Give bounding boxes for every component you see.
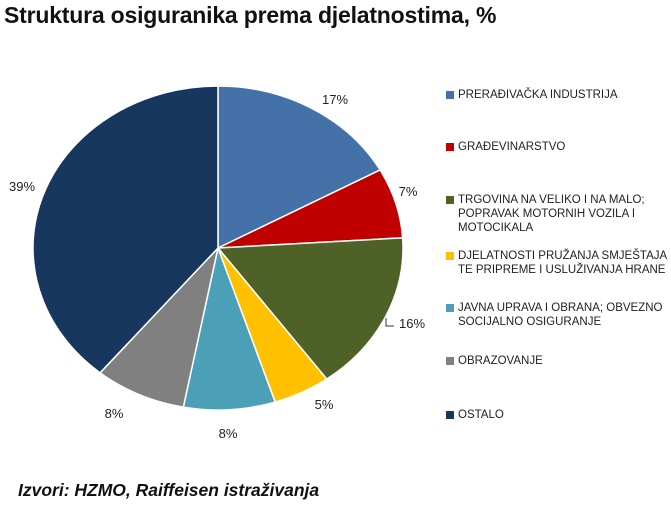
legend-label: JAVNA UPRAVA I OBRANA; OBVEZNO SOCIJALNO… (458, 302, 663, 328)
source-note: Izvori: HZMO, Raiffeisen istraživanja (18, 480, 320, 500)
legend-swatch (446, 252, 454, 260)
pie-slice-5 (182, 245, 277, 411)
legend-swatch (446, 357, 454, 365)
slice-value-label-3: 16% (399, 316, 425, 331)
slice-value-label-5: 8% (219, 426, 238, 441)
pie-slice-6 (98, 245, 220, 408)
legend-label: DJELATNOSTI PRUŽANJA SMJEŠTAJA TE PRIPRE… (458, 250, 667, 276)
slice-value-label-7: 39% (9, 179, 35, 194)
slice-value-label-6: 8% (105, 406, 124, 421)
chart-title: Struktura osiguranika prema djelatnostim… (4, 2, 497, 28)
label-leader-line (385, 318, 394, 327)
legend-label: OSTALO (458, 409, 504, 421)
legend-swatch (446, 196, 454, 204)
pie-slice-7 (32, 85, 219, 374)
legend-swatch (446, 411, 454, 419)
slice-value-label-1: 17% (322, 92, 348, 107)
legend-swatch (446, 143, 454, 151)
legend-swatch (446, 304, 454, 312)
legend-label: TRGOVINA NA VELIKO I NA MALO; POPRAVAK M… (458, 194, 645, 234)
legend-swatch (446, 91, 454, 99)
pie-slice-3 (216, 237, 404, 381)
legend-label: GRAĐEVINARSTVO (458, 141, 566, 153)
pie-slice-1 (217, 85, 382, 250)
legend-label: OBRAZOVANJE (458, 355, 543, 367)
slice-value-label-2: 7% (399, 184, 418, 199)
slice-value-label-4: 5% (315, 397, 334, 412)
legend-label: PRERAĐIVAČKA INDUSTRIJA (458, 89, 618, 101)
